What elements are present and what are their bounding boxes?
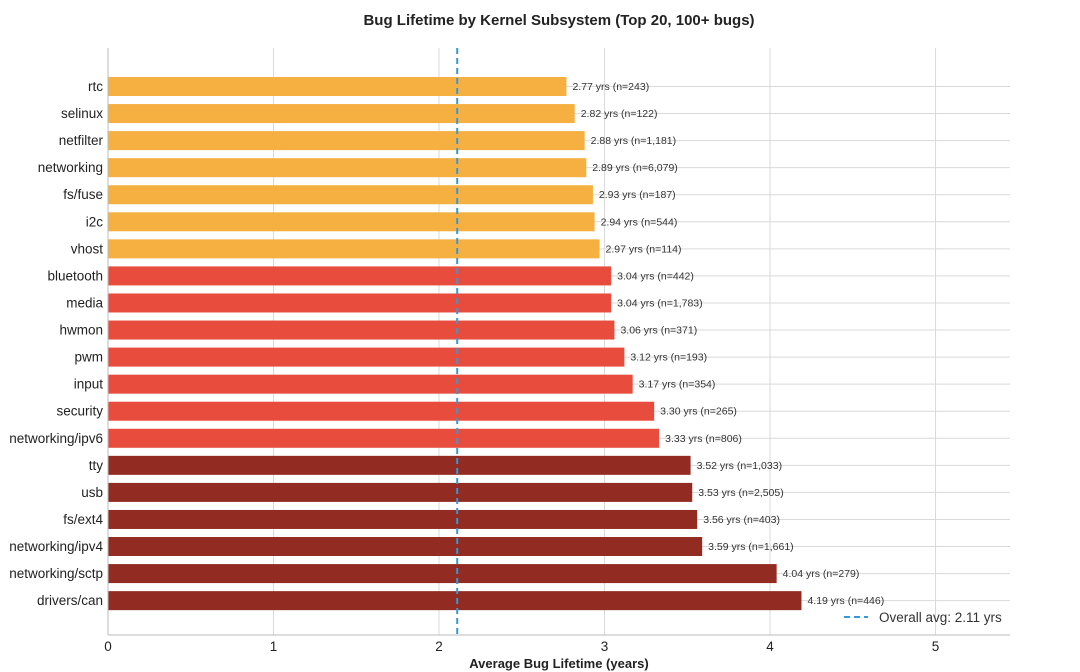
bar-vhost	[108, 239, 600, 259]
data-label-tty: 3.52 yrs (n=1,033)	[697, 460, 783, 472]
bar-usb	[108, 482, 693, 502]
data-label-networking-ipv6: 3.33 yrs (n=806)	[665, 433, 742, 445]
data-label-fs-fuse: 2.93 yrs (n=187)	[599, 189, 676, 201]
bar-fs-ext4	[108, 509, 698, 529]
y-tick-label-networking-sctp: networking/sctp	[9, 566, 103, 581]
x-tick-label-2: 2	[435, 639, 443, 654]
data-label-networking: 2.89 yrs (n=6,079)	[592, 162, 678, 174]
y-tick-label-rtc: rtc	[88, 79, 103, 94]
y-tick-label-pwm: pwm	[74, 350, 103, 365]
y-tick-label-security: security	[56, 404, 103, 419]
data-label-i2c: 2.94 yrs (n=544)	[601, 216, 678, 228]
y-tick-label-usb: usb	[81, 485, 103, 500]
bar-rtc	[108, 77, 567, 96]
bar-input	[108, 374, 633, 394]
data-label-rtc: 2.77 yrs (n=243)	[572, 81, 649, 93]
y-tick-label-networking-ipv4: networking/ipv4	[9, 539, 103, 554]
data-label-media: 3.04 yrs (n=1,783)	[617, 297, 703, 309]
y-tick-label-fs-fuse: fs/fuse	[63, 187, 103, 202]
x-axis-label: Average Bug Lifetime (years)	[469, 656, 648, 671]
axes: 0 1 2 3 4 5 rtc selinux netfilter networking fs/fu…	[9, 48, 1010, 654]
y-tick-label-media: media	[66, 295, 103, 310]
y-tick-label-drivers-can: drivers/can	[37, 593, 103, 608]
bar-hwmon	[108, 320, 615, 340]
x-tick-label-1: 1	[270, 639, 278, 654]
data-label-vhost: 2.97 yrs (n=114)	[606, 243, 682, 255]
data-label-netfilter: 2.88 yrs (n=1,181)	[591, 135, 677, 147]
data-label-selinux: 2.82 yrs (n=122)	[581, 108, 658, 120]
y-tick-label-networking-ipv6: networking/ipv6	[9, 431, 103, 446]
bars: 2.77 yrs (n=243) 2.82 yrs (n=122) 2.88 yrs…	[108, 77, 884, 611]
y-tick-label-vhost: vhost	[71, 241, 104, 256]
chart-title: Bug Lifetime by Kernel Subsystem (Top 20…	[363, 12, 754, 29]
y-tick-label-input: input	[74, 377, 104, 392]
bar-networking-sctp	[108, 564, 777, 584]
data-label-networking-sctp: 4.04 yrs (n=279)	[783, 568, 860, 580]
bar-netfilter	[108, 131, 585, 151]
bar-security	[108, 401, 655, 421]
y-tick-label-netfilter: netfilter	[59, 133, 104, 148]
data-label-fs-ext4: 3.56 yrs (n=403)	[703, 514, 780, 526]
bar-selinux	[108, 104, 575, 124]
bar-networking-ipv6	[108, 428, 660, 448]
data-label-bluetooth: 3.04 yrs (n=442)	[617, 270, 694, 282]
bar-fs-fuse	[108, 185, 593, 205]
legend-average-label: Overall avg: 2.11 yrs	[879, 610, 1002, 625]
data-label-drivers-can: 4.19 yrs (n=446)	[807, 595, 884, 607]
data-label-security: 3.30 yrs (n=265)	[660, 406, 737, 418]
bar-networking-ipv4	[108, 537, 703, 557]
x-tick-label-0: 0	[104, 639, 112, 654]
data-label-networking-ipv4: 3.59 yrs (n=1,661)	[708, 541, 794, 553]
x-tick-label-4: 4	[766, 639, 774, 654]
x-tick-label-3: 3	[601, 639, 609, 654]
y-tick-label-hwmon: hwmon	[59, 323, 103, 338]
y-tick-label-fs-ext4: fs/ext4	[63, 512, 103, 527]
data-label-pwm: 3.12 yrs (n=193)	[630, 352, 707, 364]
legend: Overall avg: 2.11 yrs	[844, 610, 1002, 625]
bar-pwm	[108, 347, 625, 367]
data-label-usb: 3.53 yrs (n=2,505)	[698, 487, 784, 499]
bar-i2c	[108, 212, 595, 232]
data-label-hwmon: 3.06 yrs (n=371)	[620, 325, 697, 337]
y-tick-label-networking: networking	[38, 160, 103, 175]
y-tick-label-selinux: selinux	[61, 106, 103, 121]
bar-networking	[108, 158, 587, 178]
bar-tty	[108, 455, 691, 475]
y-tick-label-i2c: i2c	[86, 214, 104, 229]
x-tick-label-5: 5	[932, 639, 940, 654]
y-tick-label-tty: tty	[89, 458, 104, 473]
bar-drivers-can	[108, 591, 802, 611]
y-tick-label-bluetooth: bluetooth	[47, 268, 103, 283]
data-label-input: 3.17 yrs (n=354)	[639, 379, 716, 391]
bar-bluetooth	[108, 266, 612, 286]
bar-media	[108, 293, 612, 313]
